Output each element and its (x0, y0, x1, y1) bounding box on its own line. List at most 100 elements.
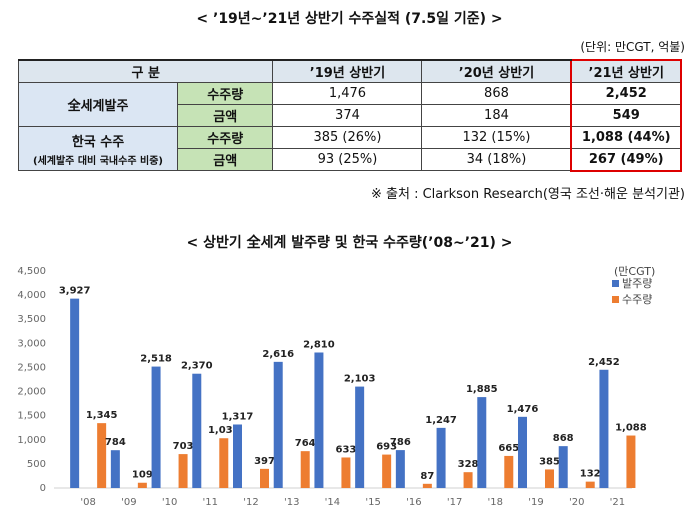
x-tick-label: '21 (610, 497, 625, 508)
korea-sub-label: (세계발주 대비 국내수주 비중) (33, 155, 163, 167)
korea-amt-2021: 267 (49%) (570, 148, 682, 172)
data-label-orders: 1,247 (425, 415, 457, 426)
bar-orders (395, 450, 405, 488)
data-label-korea: 1,345 (86, 410, 118, 421)
bar-orders (436, 427, 446, 488)
data-label-orders: 2,370 (181, 361, 213, 372)
x-tick-label: '17 (447, 497, 462, 508)
data-label-korea: 1,032 (208, 425, 240, 436)
korea-amt-2019: 93 (25%) (272, 148, 423, 171)
data-label-korea: 665 (498, 443, 519, 454)
data-label-korea: 385 (539, 456, 560, 467)
bar-orders (355, 386, 365, 488)
data-label-orders: 3,927 (59, 286, 91, 297)
bar-korea (137, 482, 147, 488)
source-note: ※ 출처 : Clarkson Research(영국 조선·해운 분석기관) (371, 187, 685, 202)
header-2019: ’19년 상반기 (272, 59, 423, 83)
bar-korea (463, 472, 473, 488)
legend-label: 발주량 (622, 277, 652, 290)
data-label-korea: 633 (335, 444, 356, 455)
world-amt-label: 금액 (176, 104, 274, 127)
y-tick-label: 4,000 (17, 290, 46, 301)
y-tick-label: 0 (40, 483, 46, 494)
y-tick-label: 2,500 (17, 362, 46, 373)
korea-qty-2020: 132 (15%) (421, 126, 572, 149)
data-label-orders: 868 (553, 433, 574, 444)
data-label-korea: 328 (458, 459, 479, 470)
data-label-orders: 2,103 (344, 374, 376, 385)
data-label-orders: 1,476 (507, 404, 539, 415)
korea-label: 한국 수주 (71, 134, 125, 150)
bar-korea (626, 435, 636, 488)
world-amt-2019: 374 (272, 104, 423, 127)
bar-orders (518, 416, 527, 488)
y-tick-label: 1,000 (17, 435, 46, 446)
x-tick-label: '20 (569, 497, 584, 508)
bar-korea (382, 454, 392, 488)
bar-korea (260, 468, 269, 488)
data-label-korea: 397 (254, 456, 275, 467)
data-label-orders: 2,452 (588, 357, 620, 368)
data-label-orders: 1,317 (222, 411, 254, 422)
summary-table: 구 분 ’19년 상반기 ’20년 상반기 ’21년 상반기 全세계발주 수주량… (17, 59, 682, 172)
data-label-korea: 703 (173, 441, 194, 452)
korea-qty-label: 수주량 (176, 126, 274, 149)
bar-orders (110, 450, 120, 488)
world-amt-2020: 184 (421, 104, 572, 127)
bar-orders (151, 366, 161, 488)
bar-orders (273, 361, 283, 488)
header-2021: ’21년 상반기 (570, 59, 682, 83)
x-tick-label: '14 (325, 497, 340, 508)
table-row: 금액 93 (25%) 34 (18%) 267 (49%) (19, 148, 682, 172)
world-orders-label: 全세계발주 (18, 82, 178, 127)
x-tick-label: '19 (528, 497, 543, 508)
x-tick-label: '13 (284, 497, 299, 508)
world-qty-2020: 868 (421, 82, 572, 105)
bar-chart: 0 500 1,000 1,500 2,000 2,500 3,000 3,500 4,000 4… (17, 265, 655, 508)
bar-korea (422, 483, 432, 488)
y-tick-label: 3,500 (17, 314, 46, 325)
world-amt-2021: 549 (570, 104, 682, 127)
y-tick-label: 1,500 (17, 411, 46, 422)
bar-orders (314, 352, 324, 488)
summary-title: < ’19년~’21년 상반기 수주실적 (7.5일 기준) > (196, 11, 503, 27)
korea-qty-2019: 385 (26%) (272, 126, 423, 149)
legend-swatch (612, 280, 619, 287)
bar-orders (70, 298, 80, 488)
bar-orders (558, 446, 568, 488)
x-tick-label: '12 (243, 497, 258, 508)
y-tick-label: 3,000 (17, 338, 46, 349)
bar-korea (504, 455, 514, 488)
header-category: 구 분 (17, 59, 274, 83)
y-tick-label: 500 (27, 459, 46, 470)
chart-title: < 상반기 全세계 발주량 및 한국 수주량(’08~’21) > (186, 235, 513, 251)
data-label-korea: 764 (295, 438, 316, 449)
data-label-orders: 2,518 (140, 354, 172, 365)
data-label-orders: 2,616 (262, 349, 294, 360)
x-tick-label: '09 (121, 497, 136, 508)
table-header-row: 구 분 ’19년 상반기 ’20년 상반기 ’21년 상반기 (17, 59, 682, 83)
korea-qty-2021: 1,088 (44%) (570, 126, 682, 149)
table-row: 全세계발주 수주량 1,476 868 2,452 (18, 82, 682, 127)
summary-unit: (단위: 만CGT, 억불) (580, 40, 685, 54)
bar-korea (219, 438, 229, 488)
x-tick-label: '11 (203, 497, 218, 508)
legend-unit: (만CGT) (614, 265, 655, 278)
data-label-orders: 2,810 (303, 339, 335, 350)
x-tick-label: '18 (488, 497, 503, 508)
data-label-orders: 784 (105, 437, 126, 448)
data-label-korea: 87 (420, 471, 434, 482)
x-tick-label: '16 (406, 497, 421, 508)
x-tick-label: '08 (80, 497, 95, 508)
bar-orders (192, 373, 202, 488)
table-row: 금액 374 184 549 (19, 104, 682, 127)
table-row: 한국 수주 (세계발주 대비 국내수주 비중) 수주량 385 (26%) 13… (18, 126, 682, 171)
bar-orders (477, 397, 487, 488)
x-tick-label: '10 (162, 497, 177, 508)
y-tick-label: 4,500 (17, 266, 46, 277)
data-label-orders: 1,885 (466, 384, 498, 395)
bar-korea (178, 454, 188, 488)
data-label-orders: 786 (390, 437, 411, 448)
korea-orders-label: 한국 수주 (세계발주 대비 국내수주 비중) (18, 126, 178, 171)
bar-korea (585, 481, 595, 488)
